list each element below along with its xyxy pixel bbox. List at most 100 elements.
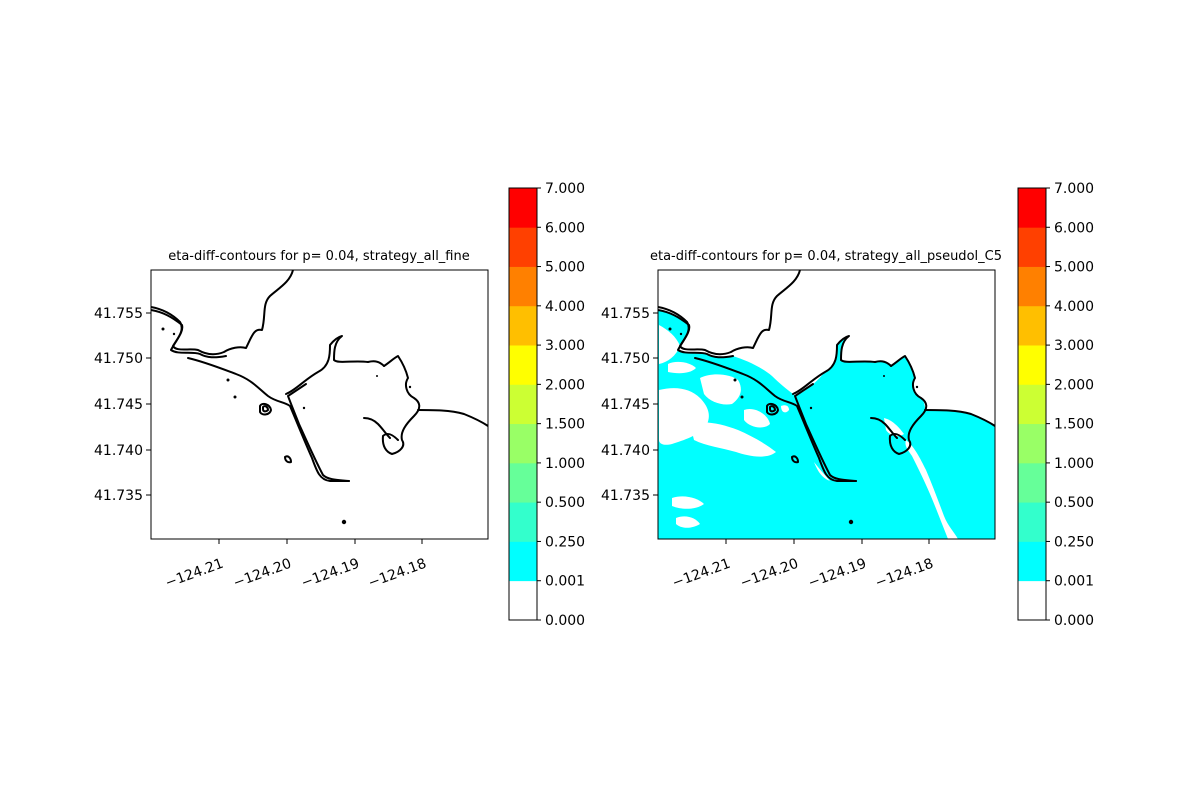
colorbar-tick-label: 0.000 xyxy=(1054,613,1094,629)
colorbar-segment xyxy=(1018,305,1046,346)
colorbar-segment xyxy=(509,502,537,542)
y-tick-left-3: 41.750 xyxy=(94,351,151,367)
colorbar-tick-label: 6.000 xyxy=(545,220,585,236)
contour-fill-zero xyxy=(659,325,958,539)
colorbar-tick-label: 0.500 xyxy=(545,495,585,511)
colorbar-segment xyxy=(1018,423,1046,464)
colorbar-tick-label: 7.000 xyxy=(545,181,585,197)
colorbar-segment xyxy=(1018,345,1046,385)
colorbar-tick-label: 1.000 xyxy=(1054,456,1094,472)
colorbar-segment xyxy=(1018,462,1046,503)
svg-text:41.755: 41.755 xyxy=(94,306,143,322)
svg-text:41.735: 41.735 xyxy=(601,488,650,504)
svg-text:−124.20: −124.20 xyxy=(231,556,294,592)
svg-text:41.750: 41.750 xyxy=(94,351,143,367)
svg-text:41.755: 41.755 xyxy=(601,306,650,322)
colorbar-tick-label: 1.500 xyxy=(545,417,585,433)
plot-area-right xyxy=(658,270,995,539)
coastline-left xyxy=(151,270,488,482)
svg-text:−124.20: −124.20 xyxy=(738,556,801,592)
y-tick-right-4: 41.755 xyxy=(601,306,658,322)
svg-text:−124.19: −124.19 xyxy=(299,556,362,592)
x-tick-left-1: −124.20 xyxy=(231,539,294,592)
x-tick-right-2: −124.19 xyxy=(806,539,869,592)
colorbar-tick-label: 5.000 xyxy=(1054,260,1094,276)
svg-text:41.740: 41.740 xyxy=(601,443,650,459)
colorbar-tick-label: 2.000 xyxy=(1054,377,1094,393)
colorbar-tick-label: 2.000 xyxy=(545,377,585,393)
islets-left xyxy=(161,327,412,525)
y-tick-right-0: 41.735 xyxy=(601,488,658,504)
x-tick-right-1: −124.20 xyxy=(738,539,801,592)
y-tick-left-1: 41.740 xyxy=(94,443,151,459)
colorbar-right: 0.000 0.001 0.250 0.500 1.000 1.500 2.000 3.000… xyxy=(1017,181,1094,629)
colorbar-tick-label: 0.250 xyxy=(1054,534,1094,550)
colorbar-segment xyxy=(509,384,537,425)
colorbar-tick-label: 0.500 xyxy=(1054,495,1094,511)
colorbar-segment xyxy=(1018,502,1046,542)
chart-title-left: eta-diff-contours for p= 0.04, strategy_… xyxy=(168,249,469,264)
colorbar-segment xyxy=(1018,580,1046,621)
colorbar-segment xyxy=(509,266,537,307)
colorbar-segment xyxy=(1018,266,1046,307)
chart-title-right: eta-diff-contours for p= 0.04, strategy_… xyxy=(650,249,1002,264)
colorbar-segment xyxy=(509,305,537,346)
colorbar-segment xyxy=(1018,541,1046,582)
x-tick-left-3: −124.18 xyxy=(366,539,429,592)
x-tick-right-0: −124.21 xyxy=(670,539,733,592)
islets-right xyxy=(668,327,919,525)
svg-text:−124.18: −124.18 xyxy=(366,556,429,592)
colorbar-tick-label: 0.000 xyxy=(545,613,585,629)
colorbar-tick-label: 0.001 xyxy=(545,574,585,590)
colorbar-segment xyxy=(509,345,537,385)
colorbar-left: 0.000 0.001 0.250 0.500 1.000 1.500 2.000 3.000… xyxy=(508,181,585,629)
coastline-right xyxy=(658,270,995,482)
colorbar-segment xyxy=(1018,188,1046,228)
colorbar-tick-label: 5.000 xyxy=(545,260,585,276)
colorbar-frame xyxy=(508,187,538,621)
plot-area-left xyxy=(151,270,488,539)
colorbar-tick-label: 1.000 xyxy=(545,456,585,472)
colorbar-segment xyxy=(509,423,537,464)
y-axis-left: 41.735 41.740 41.745 41.750 41.755 xyxy=(94,306,151,504)
colorbar-tick-label: 0.001 xyxy=(1054,574,1094,590)
svg-text:41.745: 41.745 xyxy=(601,397,650,413)
svg-text:41.750: 41.750 xyxy=(601,351,650,367)
svg-text:41.740: 41.740 xyxy=(94,443,143,459)
svg-text:−124.18: −124.18 xyxy=(873,556,936,592)
colorbar-frame xyxy=(1017,187,1047,621)
colorbar-tick-label: 7.000 xyxy=(1054,181,1094,197)
svg-text:41.745: 41.745 xyxy=(94,397,143,413)
y-axis-right: 41.735 41.740 41.745 41.750 41.755 xyxy=(601,306,658,504)
colorbar-tick-label: 3.000 xyxy=(545,338,585,354)
y-tick-right-1: 41.740 xyxy=(601,443,658,459)
y-tick-left-4: 41.755 xyxy=(94,306,151,322)
colorbar-segment xyxy=(1018,384,1046,425)
colorbar-segment xyxy=(509,462,537,503)
svg-text:−124.21: −124.21 xyxy=(670,556,733,592)
colorbar-segment xyxy=(509,580,537,621)
colorbar-tick-label: 0.250 xyxy=(545,534,585,550)
colorbar-segment xyxy=(509,541,537,582)
y-tick-right-3: 41.750 xyxy=(601,351,658,367)
colorbar-tick-label: 3.000 xyxy=(1054,338,1094,354)
y-tick-left-0: 41.735 xyxy=(94,488,151,504)
colorbar-segment xyxy=(1018,227,1046,267)
panel-right: eta-diff-contours for p= 0.04, strategy_… xyxy=(601,181,1094,629)
panel-left: eta-diff-contours for p= 0.04, strategy_… xyxy=(94,181,585,629)
colorbar-tick-label: 4.000 xyxy=(1054,299,1094,315)
x-axis-left: −124.21 −124.20 −124.19 −124.18 xyxy=(163,539,429,592)
colorbar-tick-label: 4.000 xyxy=(545,299,585,315)
colorbar-tick-label: 1.500 xyxy=(1054,417,1094,433)
y-tick-right-2: 41.745 xyxy=(601,397,658,413)
colorbar-tick-label: 6.000 xyxy=(1054,220,1094,236)
colorbar-segment xyxy=(509,227,537,267)
x-axis-right: −124.21 −124.20 −124.19 −124.18 xyxy=(670,539,936,592)
svg-text:−124.21: −124.21 xyxy=(163,556,226,592)
svg-text:−124.19: −124.19 xyxy=(806,556,869,592)
x-tick-left-2: −124.19 xyxy=(299,539,362,592)
svg-text:41.735: 41.735 xyxy=(94,488,143,504)
y-tick-left-2: 41.745 xyxy=(94,397,151,413)
x-tick-right-3: −124.18 xyxy=(873,539,936,592)
